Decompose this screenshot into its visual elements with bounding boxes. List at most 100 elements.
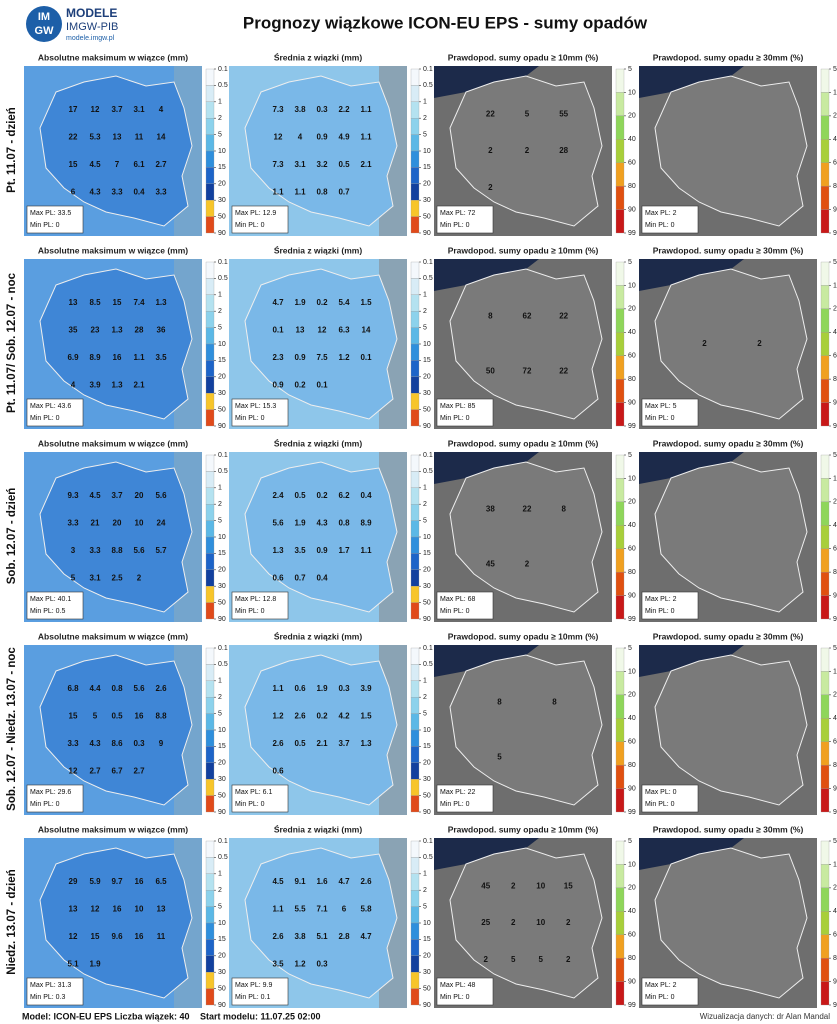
stats-box: [26, 591, 84, 620]
colorbar-label: 20: [833, 499, 837, 506]
map-value-label: 2.6: [360, 877, 372, 886]
map-panel: Prawdopod. sumy opadu ≥ 10mm (%) 8 8 5 Max P…: [434, 631, 636, 816]
colorbar-label: 20: [218, 760, 226, 767]
min-stat: Min PL: 0: [645, 608, 675, 615]
sea: [639, 259, 744, 291]
map-value-label: 25: [481, 918, 490, 927]
country-outline: [654, 75, 808, 227]
map-value-label: 4: [298, 132, 303, 141]
map-value-label: 2.6: [155, 684, 167, 693]
colorbar-label: 0.1: [218, 452, 228, 459]
colorbar-segment: [205, 261, 215, 279]
map-value-label: 15: [113, 298, 122, 307]
min-stat: Min PL: 0.5: [30, 608, 66, 615]
colorbar-label: 20: [423, 374, 431, 381]
colorbar-label: 90: [833, 592, 837, 599]
colorbar-segment: [205, 680, 215, 698]
colorbar-segment: [820, 115, 830, 140]
colorbar-label: 50: [423, 792, 431, 799]
colorbar-segment: [410, 955, 420, 973]
map-value-label: 2: [702, 339, 707, 348]
colorbar-label: 2: [423, 308, 427, 315]
min-stat: Min PL: 0.1: [235, 994, 271, 1001]
colorbar-segment: [410, 409, 420, 427]
colorbar-segment: [820, 647, 830, 672]
colorbar-label: 5: [218, 324, 222, 331]
stats-box: [436, 205, 494, 234]
colorbar-segment: [410, 360, 420, 377]
colorbar-label: 99: [628, 809, 636, 816]
map-value-label: 1.1: [294, 187, 306, 196]
colorbar-segment: [820, 285, 830, 310]
colorbar-segment: [410, 922, 420, 940]
colorbar-segment: [820, 788, 830, 813]
map-value-label: 7: [115, 160, 120, 169]
colorbar-label: 10: [833, 282, 837, 289]
map-value-label: 3.8: [294, 932, 306, 941]
page-title: Prognozy wiązkowe ICON-EU EPS - sumy opa…: [243, 13, 648, 32]
map-value-label: 5.6: [272, 518, 284, 527]
row-label: Sob. 12.07 - Niedz. 13.07 - noc: [6, 647, 18, 811]
panel-title: Prawdopod. sumy opadu ≥ 10mm (%): [448, 52, 599, 62]
colorbar-label: 5: [628, 645, 632, 652]
colorbar-segment: [410, 520, 420, 538]
colorbar-label: 10: [218, 920, 226, 927]
map-value-label: 2.7: [89, 766, 101, 775]
colorbar-label: 10: [833, 475, 837, 482]
map-value-label: 7.4: [133, 298, 145, 307]
map-value-label: 16: [113, 353, 122, 362]
map-value-label: 6: [342, 904, 347, 913]
colorbar-label: 10: [423, 727, 431, 734]
country-outline: [39, 75, 193, 227]
map-value-label: 3.9: [89, 380, 101, 389]
stats-box: [231, 591, 289, 620]
map-value-label: 2.6: [294, 711, 306, 720]
map-value-label: 1.1: [272, 904, 284, 913]
map-value-label: 23: [91, 325, 100, 334]
map-value-label: 16: [135, 877, 144, 886]
country-outline: [39, 654, 193, 806]
colorbar-label: 90: [833, 785, 837, 792]
colorbar-segment: [615, 764, 625, 789]
forecast-row: Sob. 12.07 - Niedz. 13.07 - noc Absolutne…: [6, 630, 837, 816]
max-stat: Max PL: 22: [440, 789, 476, 796]
min-stat: Min PL: 0: [30, 415, 60, 422]
colorbar-segment: [615, 840, 625, 865]
min-stat: Min PL: 0.3: [30, 994, 66, 1001]
colorbar-label: 60: [628, 546, 636, 553]
panel-title: Prawdopod. sumy opadu ≥ 30mm (%): [653, 631, 804, 641]
map-value-label: 5.5: [294, 904, 306, 913]
colorbar-segment: [410, 504, 420, 521]
colorbar-segment: [615, 261, 625, 286]
colorbar-label: 1: [423, 678, 427, 685]
colorbar-segment: [205, 988, 215, 1006]
colorbar-label: 15: [423, 357, 431, 364]
map-value-label: 0.3: [133, 739, 145, 748]
map-value-label: 28: [559, 146, 568, 155]
map-value-label: 3.8: [294, 105, 306, 114]
logo-text: IM: [38, 11, 50, 23]
map-value-label: 3.3: [111, 187, 123, 196]
colorbar-label: 10: [833, 861, 837, 868]
map-value-label: 3.5: [272, 959, 284, 968]
stats-box: [231, 398, 289, 427]
colorbar-label: 60: [628, 160, 636, 167]
map-value-label: 2: [525, 146, 530, 155]
map-value-label: 8.8: [155, 711, 167, 720]
map-value-label: 0.1: [272, 325, 284, 334]
stats-box: [26, 398, 84, 427]
colorbar-label: 90: [218, 230, 226, 237]
colorbar-segment: [205, 520, 215, 538]
map-value-label: 21: [91, 518, 100, 527]
max-stat: Max PL: 29.6: [30, 789, 71, 796]
colorbar-label: 99: [833, 230, 837, 237]
colorbar-segment: [615, 694, 625, 719]
colorbar-segment: [410, 150, 420, 168]
map-value-label: 45: [486, 560, 495, 569]
map-panel: Prawdopod. sumy opadu ≥ 30mm (%) Max PL: …: [639, 52, 837, 237]
map-value-label: 8.5: [89, 298, 101, 307]
colorbar-label: 0.1: [218, 645, 228, 652]
sea: [434, 259, 539, 291]
map-value-label: 12: [318, 325, 327, 334]
colorbar-label: 5: [833, 645, 837, 652]
